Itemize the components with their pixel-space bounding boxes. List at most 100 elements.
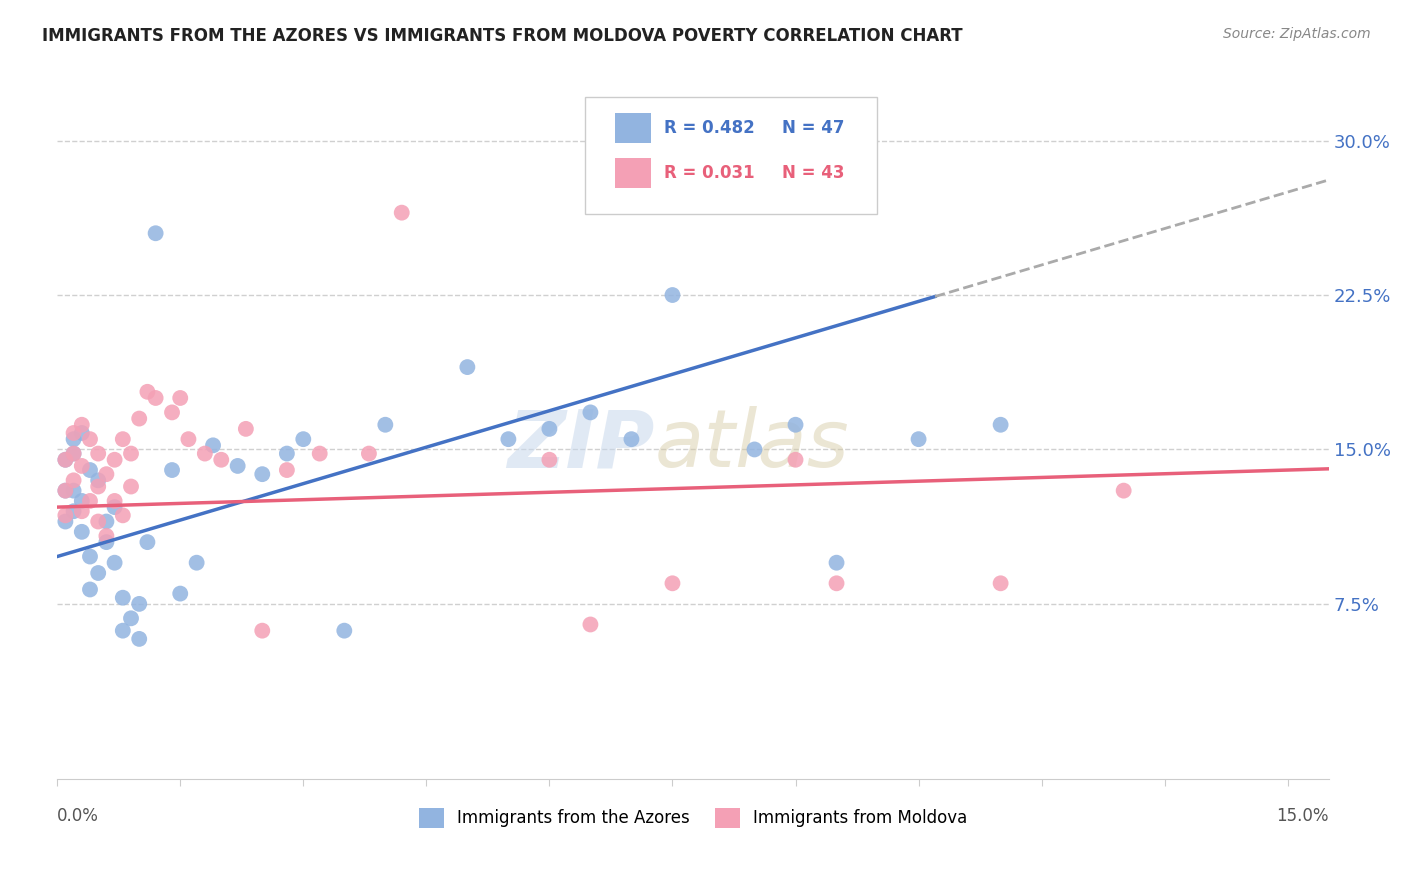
Point [136, 535, 159, 549]
Point [70, 494, 93, 508]
Point [186, 556, 208, 570]
Point [252, 467, 274, 482]
FancyBboxPatch shape [616, 113, 651, 143]
Point [252, 624, 274, 638]
Point [825, 556, 848, 570]
Text: N = 43: N = 43 [782, 164, 845, 182]
Point [55, 515, 77, 529]
Point [990, 417, 1012, 432]
Point [276, 463, 298, 477]
Point [661, 576, 683, 591]
Point [456, 360, 478, 375]
Point [70, 458, 93, 473]
Point [70, 425, 93, 440]
Point [62, 504, 84, 518]
Point [374, 417, 396, 432]
Point [111, 508, 134, 523]
Point [79, 494, 101, 508]
FancyBboxPatch shape [585, 97, 877, 214]
Point [96, 535, 118, 549]
Point [169, 391, 191, 405]
Point [104, 500, 127, 515]
Point [128, 632, 150, 646]
Point [55, 508, 77, 523]
Point [825, 576, 848, 591]
Point [79, 582, 101, 597]
Point [907, 432, 929, 446]
Point [498, 432, 520, 446]
Point [226, 458, 249, 473]
Point [120, 611, 142, 625]
Point [87, 515, 110, 529]
Point [308, 446, 330, 460]
Text: atlas: atlas [655, 406, 849, 484]
Text: ZIP: ZIP [508, 406, 655, 484]
Point [87, 479, 110, 493]
Point [169, 586, 191, 600]
Point [104, 494, 127, 508]
Point [62, 446, 84, 460]
Text: Source: ZipAtlas.com: Source: ZipAtlas.com [1223, 27, 1371, 41]
Point [96, 515, 118, 529]
Legend: Immigrants from the Azores, Immigrants from Moldova: Immigrants from the Azores, Immigrants f… [412, 801, 974, 835]
Point [120, 479, 142, 493]
Point [1112, 483, 1135, 498]
Point [391, 205, 413, 219]
Point [104, 556, 127, 570]
Point [55, 483, 77, 498]
Point [136, 384, 159, 399]
Point [79, 463, 101, 477]
Point [87, 566, 110, 580]
Point [145, 226, 167, 240]
Point [209, 452, 232, 467]
Point [87, 474, 110, 488]
Point [70, 524, 93, 539]
Point [235, 422, 257, 436]
Point [79, 549, 101, 564]
Point [202, 438, 225, 452]
Text: 15.0%: 15.0% [1277, 807, 1329, 825]
Point [661, 288, 683, 302]
Text: R = 0.482: R = 0.482 [664, 120, 755, 137]
Point [55, 452, 77, 467]
Point [104, 452, 127, 467]
Point [62, 446, 84, 460]
Point [62, 483, 84, 498]
Point [160, 463, 183, 477]
Point [70, 504, 93, 518]
Text: N = 47: N = 47 [782, 120, 845, 137]
Point [111, 624, 134, 638]
Point [276, 446, 298, 460]
Text: IMMIGRANTS FROM THE AZORES VS IMMIGRANTS FROM MOLDOVA POVERTY CORRELATION CHART: IMMIGRANTS FROM THE AZORES VS IMMIGRANTS… [42, 27, 963, 45]
Point [96, 467, 118, 482]
Point [194, 446, 217, 460]
Point [55, 452, 77, 467]
Point [785, 452, 807, 467]
Point [111, 591, 134, 605]
Point [620, 432, 643, 446]
Point [55, 483, 77, 498]
Point [62, 474, 84, 488]
Point [62, 432, 84, 446]
Point [357, 446, 380, 460]
Point [111, 432, 134, 446]
Point [538, 422, 561, 436]
Point [333, 624, 356, 638]
Point [579, 405, 602, 419]
Point [292, 432, 315, 446]
Point [120, 446, 142, 460]
Point [70, 417, 93, 432]
Point [79, 432, 101, 446]
Point [538, 452, 561, 467]
Point [785, 417, 807, 432]
Point [128, 411, 150, 425]
Point [145, 391, 167, 405]
Point [128, 597, 150, 611]
Point [990, 576, 1012, 591]
FancyBboxPatch shape [616, 158, 651, 188]
Point [62, 425, 84, 440]
Text: R = 0.031: R = 0.031 [664, 164, 755, 182]
Point [744, 442, 766, 457]
Point [579, 617, 602, 632]
Point [96, 529, 118, 543]
